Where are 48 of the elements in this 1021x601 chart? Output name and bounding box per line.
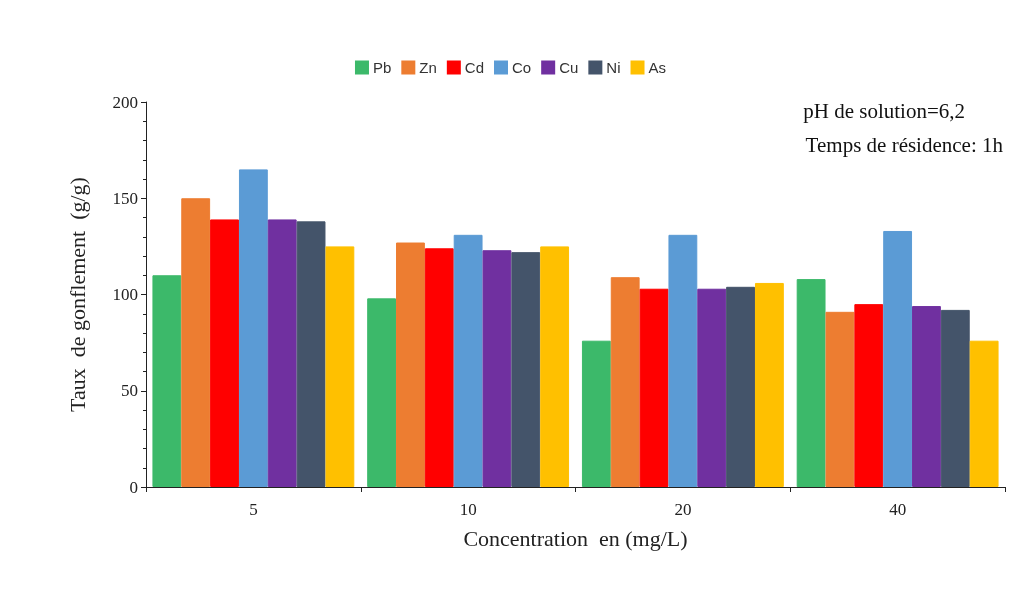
- bar: [912, 306, 941, 487]
- bar: [424, 248, 454, 487]
- y-tick-label: 100: [112, 285, 138, 304]
- y-axis-title: Taux de gonflement (g/g): [64, 177, 90, 412]
- bar: [181, 198, 211, 487]
- x-tick-label: 5: [249, 500, 258, 519]
- bar: [754, 282, 784, 487]
- y-tick-label: 50: [121, 381, 138, 401]
- y-tick-label: 0: [129, 477, 138, 497]
- legend-label: Zn: [419, 59, 437, 76]
- bar: [296, 221, 326, 487]
- bar: [238, 169, 268, 487]
- bar: [210, 219, 239, 487]
- bar: [511, 252, 541, 487]
- bar: [325, 246, 355, 487]
- bar: [540, 246, 570, 487]
- legend-label: Cd: [464, 59, 485, 76]
- x-axis-title: Concentration en (mg/L): [463, 525, 688, 551]
- bar: [726, 286, 755, 487]
- y-tick-label: 150: [112, 188, 138, 208]
- legend-label: Ni: [606, 59, 621, 76]
- bar: [796, 279, 826, 487]
- bar: [697, 288, 727, 487]
- bar: [639, 288, 669, 487]
- bar: [825, 311, 855, 487]
- legend-label: Cu: [559, 59, 579, 76]
- annotation: pH de solution=6,2: [803, 98, 966, 123]
- bar: [969, 340, 999, 487]
- x-tick-label: 40: [889, 500, 907, 519]
- y-tick-label: 200: [112, 92, 138, 112]
- bar: [482, 250, 512, 487]
- x-tick-label: 20: [674, 500, 692, 519]
- x-tick-label: 10: [459, 500, 477, 519]
- bar: [453, 234, 483, 487]
- bar: [396, 242, 425, 487]
- bar: [668, 234, 698, 487]
- bar: [152, 275, 182, 487]
- legend-label: As: [648, 59, 667, 76]
- bar: [883, 230, 913, 487]
- bar: [367, 298, 397, 487]
- bar: [267, 219, 297, 487]
- legend-label: Pb: [372, 59, 392, 76]
- annotation: Temps de résidence: 1h: [805, 132, 1004, 157]
- bar: [581, 340, 611, 487]
- bar: [854, 304, 884, 487]
- legend-label: Co: [512, 59, 532, 76]
- bar: [940, 309, 970, 487]
- bar: [610, 277, 640, 487]
